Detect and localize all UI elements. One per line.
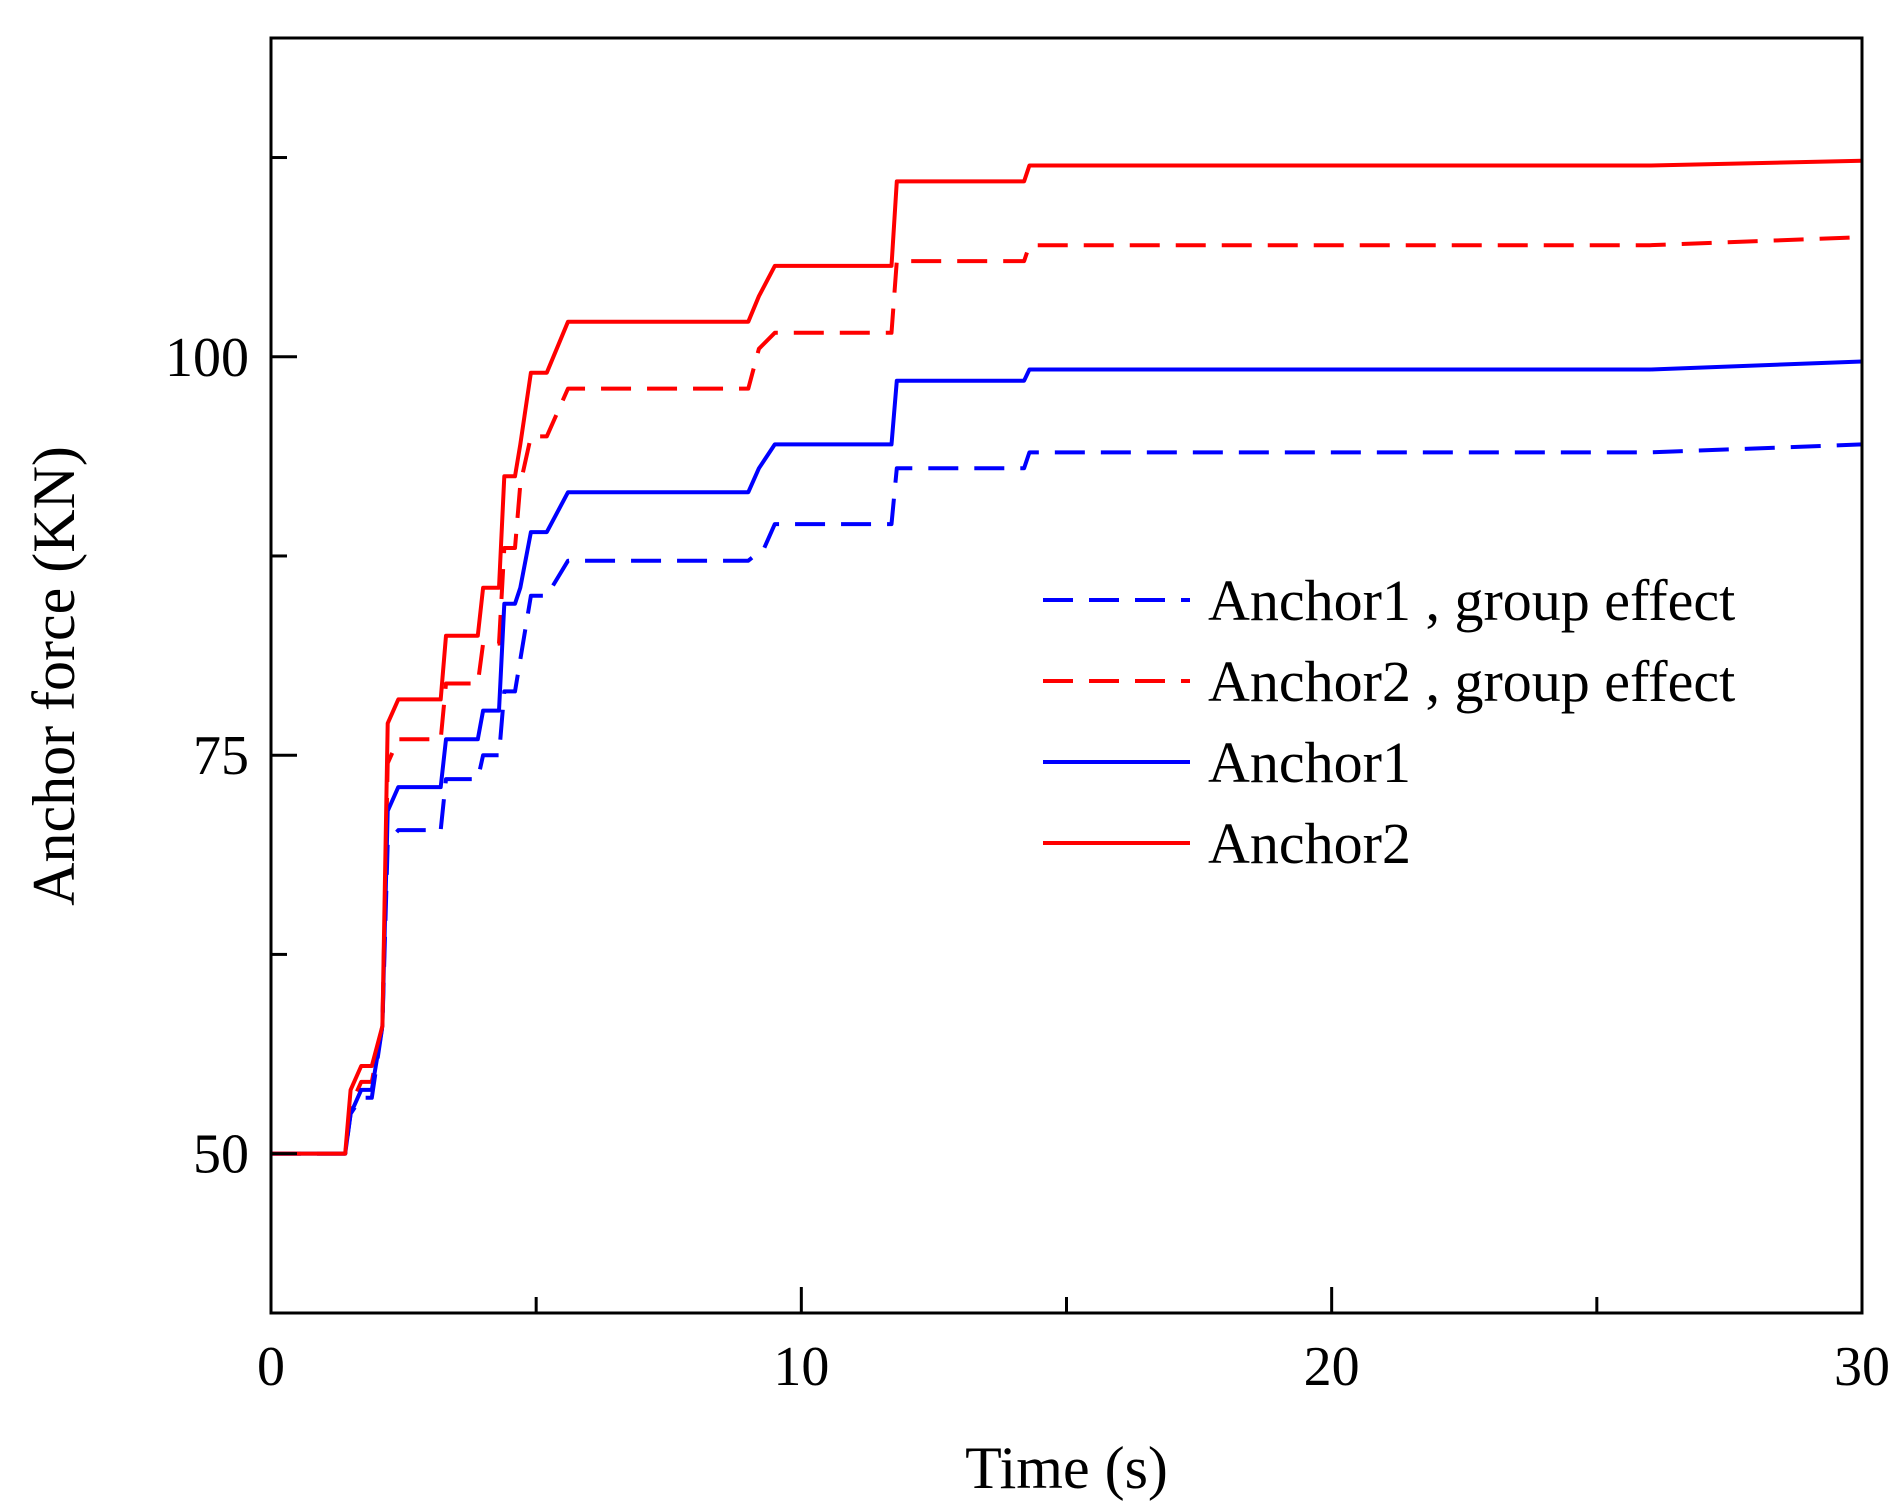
- series-line-3: [271, 359, 1863, 1156]
- series-line-2: [271, 235, 1863, 1156]
- y-axis-title: Anchor force (KN): [21, 446, 87, 906]
- x-tick-label: 0: [257, 1336, 285, 1398]
- series-line-4: [271, 158, 1863, 1156]
- legend-label-4: Anchor2: [1208, 811, 1411, 876]
- y-tick-label: 75: [193, 725, 249, 787]
- series-line-1: [271, 442, 1863, 1156]
- x-axis-title: Time (s): [965, 1435, 1168, 1501]
- x-tick-label: 30: [1834, 1336, 1890, 1398]
- series-layer: [271, 158, 1863, 1156]
- legend-label-3: Anchor1: [1208, 730, 1411, 795]
- legend-label-1: Anchor1 , group effect: [1208, 568, 1735, 633]
- y-tick-label: 50: [193, 1124, 249, 1186]
- ticks-layer: 0 10 20 30 50 75 100: [165, 156, 1890, 1398]
- y-tick-label: 100: [165, 327, 249, 389]
- x-tick-label: 10: [773, 1336, 829, 1398]
- x-tick-label: 20: [1304, 1336, 1360, 1398]
- legend: Anchor1 , group effect Anchor2 , group ef…: [1043, 568, 1735, 876]
- legend-label-2: Anchor2 , group effect: [1208, 649, 1735, 714]
